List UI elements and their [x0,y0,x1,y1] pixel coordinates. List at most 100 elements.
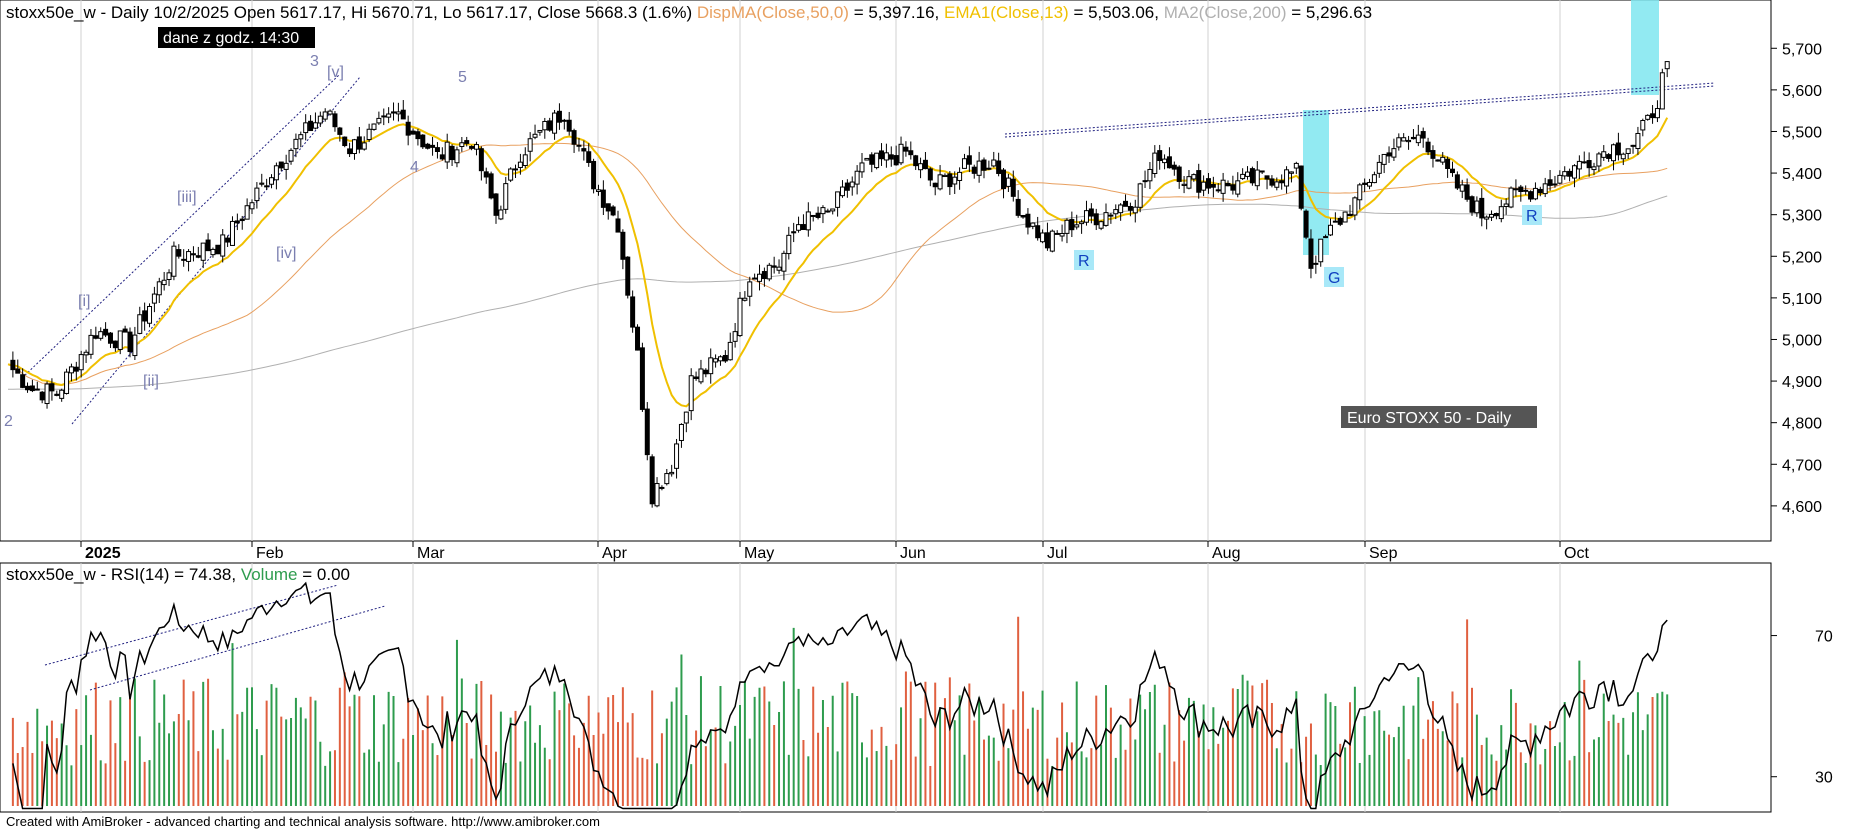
candle-body [298,134,304,140]
wave-label: [ii] [143,373,159,390]
candle-body [1069,219,1075,231]
month-label: Aug [1212,545,1240,562]
price-tick-label: 5,400 [1782,166,1822,183]
candle-body [1147,168,1153,182]
candle-body [171,245,177,277]
candle-body [288,149,294,162]
candle-body [1157,150,1163,161]
header-ma2-value: = 5,296.63 [1291,3,1372,22]
candle-body [537,129,543,133]
candle-body [493,193,499,216]
signal-marker: R [1078,253,1090,270]
candlesticks [10,61,1670,508]
candle-body [337,127,343,135]
ema13-line [7,117,1669,408]
highlight-layer [1303,0,1659,255]
candle-body [591,160,597,190]
candle-body [161,279,167,286]
candle-body [957,171,963,181]
candle-body [1171,164,1177,170]
candle-body [776,266,782,271]
candle-body [117,330,123,350]
header-dispma: DispMA(Close,50,0) [697,3,849,22]
candle-body [1293,162,1299,169]
candle-body [186,251,192,262]
candle-body [722,354,728,362]
candle-body [254,187,260,202]
wave-label: [v] [327,64,344,81]
candle-body [1332,220,1338,223]
candle-body [112,340,118,349]
candle-body [1640,120,1646,131]
candle-body [952,176,958,185]
candle-body [107,332,113,344]
candle-body [1498,206,1504,220]
candle-body [464,140,470,144]
candle-body [742,297,748,301]
candle-body [322,111,328,120]
candle-body [1454,174,1460,189]
candle-body [1044,232,1050,249]
candle-body [976,160,982,176]
candle-body [1518,186,1524,193]
candle-body [961,158,967,169]
candle-body [1162,158,1168,164]
candle-body [1225,182,1231,187]
candle-body [927,168,933,181]
candle-body [854,170,860,185]
candle-body [1347,213,1353,217]
candle-body [1123,200,1129,207]
candle-body [1083,210,1089,223]
candle-body [332,113,338,128]
candle-body [903,146,909,152]
signal-marker-bg [1074,250,1094,270]
candle-body [1323,236,1329,239]
candle-body [1015,198,1021,216]
candle-body [820,207,826,215]
candle-body [610,206,616,216]
candle-body [1030,222,1036,227]
candle-body [1137,183,1143,208]
candle-body [888,154,894,160]
candle-body [366,128,372,141]
candle-body [137,314,143,334]
candle-body [103,328,109,336]
candle-body [1396,137,1402,148]
time-badge-bg [158,27,315,48]
candle-body [454,149,460,164]
candle-body [483,171,489,178]
candle-body [303,122,309,134]
candle-body [669,471,675,475]
candle-body [1308,238,1314,269]
candle-body [786,234,792,255]
candle-body [581,148,587,152]
candle-body [425,143,431,149]
candle-body [503,183,509,210]
candle-body [717,356,723,362]
candle-body [1059,232,1065,237]
candle-body [1230,184,1236,191]
candle-body [1245,171,1251,177]
candle-body [747,281,753,297]
candle-body [1249,168,1255,184]
candle-body [761,271,767,280]
signal-marker: G [1328,270,1340,287]
candle-body [1381,153,1387,165]
candle-body [874,152,880,169]
candle-body [674,443,680,469]
candle-body [1410,136,1416,140]
price-tick-label: 5,500 [1782,124,1822,141]
header-dispma-value: = 5,397.16, [854,3,944,22]
candle-body [93,335,99,339]
month-axis: 2025 Feb Mar Apr May Jun Jul Aug Sep Oct [80,541,1589,562]
candle-body [1576,160,1582,170]
candle-body [405,121,411,136]
candle-body [1186,176,1192,189]
candle-body [605,203,611,212]
candle-body [244,205,250,220]
trend-line [1004,85,1716,138]
candle-body [1415,134,1421,144]
candle-body [459,142,465,148]
candle-body [278,161,284,169]
candle-body [713,358,719,363]
